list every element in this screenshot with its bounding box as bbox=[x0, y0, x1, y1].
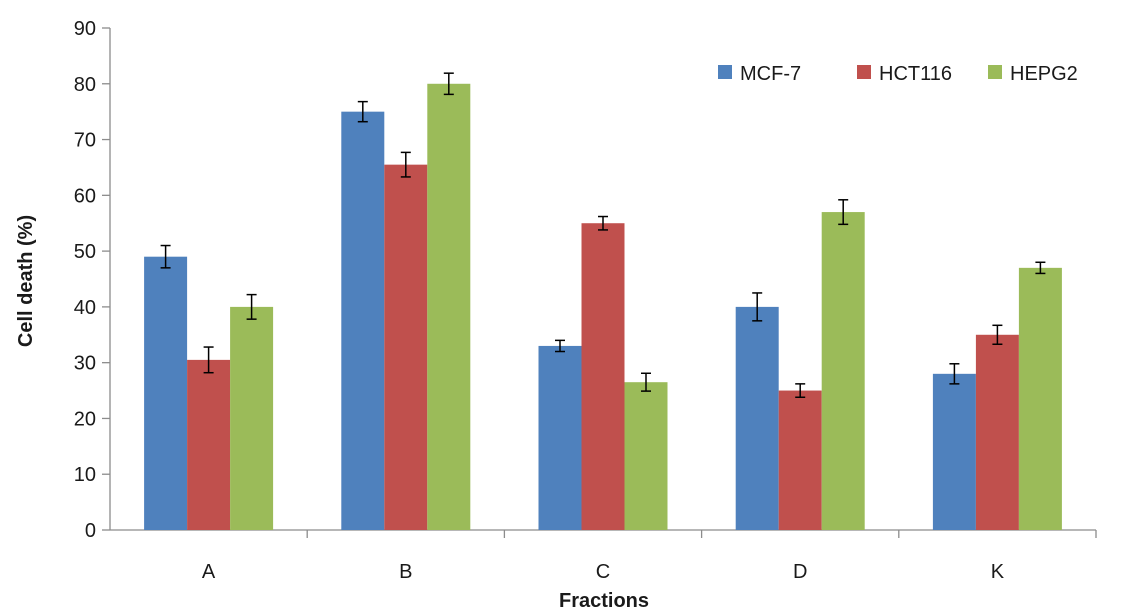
bar-mcf-7-k bbox=[932, 373, 976, 530]
y-tick-label: 10 bbox=[74, 464, 96, 486]
y-tick-label: 80 bbox=[74, 74, 96, 96]
bar-hepg2-d bbox=[821, 212, 865, 531]
legend-label-mcf-7: MCF-7 bbox=[740, 63, 801, 85]
bar-mcf-7-c bbox=[538, 345, 582, 530]
y-tick-label: 0 bbox=[85, 520, 96, 542]
y-axis-title: Cell death (%) bbox=[15, 215, 37, 347]
legend-label-hepg2: HEPG2 bbox=[1010, 63, 1078, 85]
bar-hct116-d bbox=[778, 390, 822, 530]
y-tick-label: 50 bbox=[74, 241, 96, 263]
y-tick-label: 70 bbox=[74, 130, 96, 152]
x-axis-title: Fractions bbox=[559, 590, 649, 612]
bar-hepg2-b bbox=[427, 83, 471, 531]
bar-hct116-k bbox=[975, 334, 1019, 530]
y-tick-label: 40 bbox=[74, 297, 96, 319]
bar-hepg2-a bbox=[230, 306, 274, 530]
y-tick-label: 20 bbox=[74, 408, 96, 430]
x-tick-label: D bbox=[793, 561, 807, 583]
legend: MCF-7 HCT116 HEPG2 bbox=[718, 63, 1078, 85]
bar-hct116-c bbox=[581, 223, 625, 530]
bar-hepg2-k bbox=[1018, 267, 1062, 530]
x-tick-label: A bbox=[202, 561, 216, 583]
x-tick-label: C bbox=[596, 561, 610, 583]
bar-hepg2-c bbox=[624, 382, 668, 530]
legend-label-hct116: HCT116 bbox=[879, 63, 952, 85]
bar-mcf-7-b bbox=[341, 111, 385, 531]
legend-swatch-hepg2 bbox=[988, 65, 1002, 79]
y-tick-label: 60 bbox=[74, 185, 96, 207]
bar-hct116-b bbox=[384, 164, 428, 530]
bar-mcf-7-d bbox=[735, 306, 779, 530]
bars bbox=[144, 72, 1062, 531]
legend-swatch-mcf-7 bbox=[718, 65, 732, 79]
legend-swatch-hct116 bbox=[857, 65, 871, 79]
y-tick-label: 30 bbox=[74, 353, 96, 375]
bar-mcf-7-a bbox=[144, 256, 188, 530]
x-tick-label: K bbox=[991, 561, 1005, 583]
x-tick-label: B bbox=[399, 561, 412, 583]
axes: 0 10 20 30 40 50 60 70 80 90 A B C D K bbox=[74, 18, 1097, 583]
bar-hct116-a bbox=[187, 359, 231, 530]
y-tick-label: 90 bbox=[74, 18, 96, 40]
